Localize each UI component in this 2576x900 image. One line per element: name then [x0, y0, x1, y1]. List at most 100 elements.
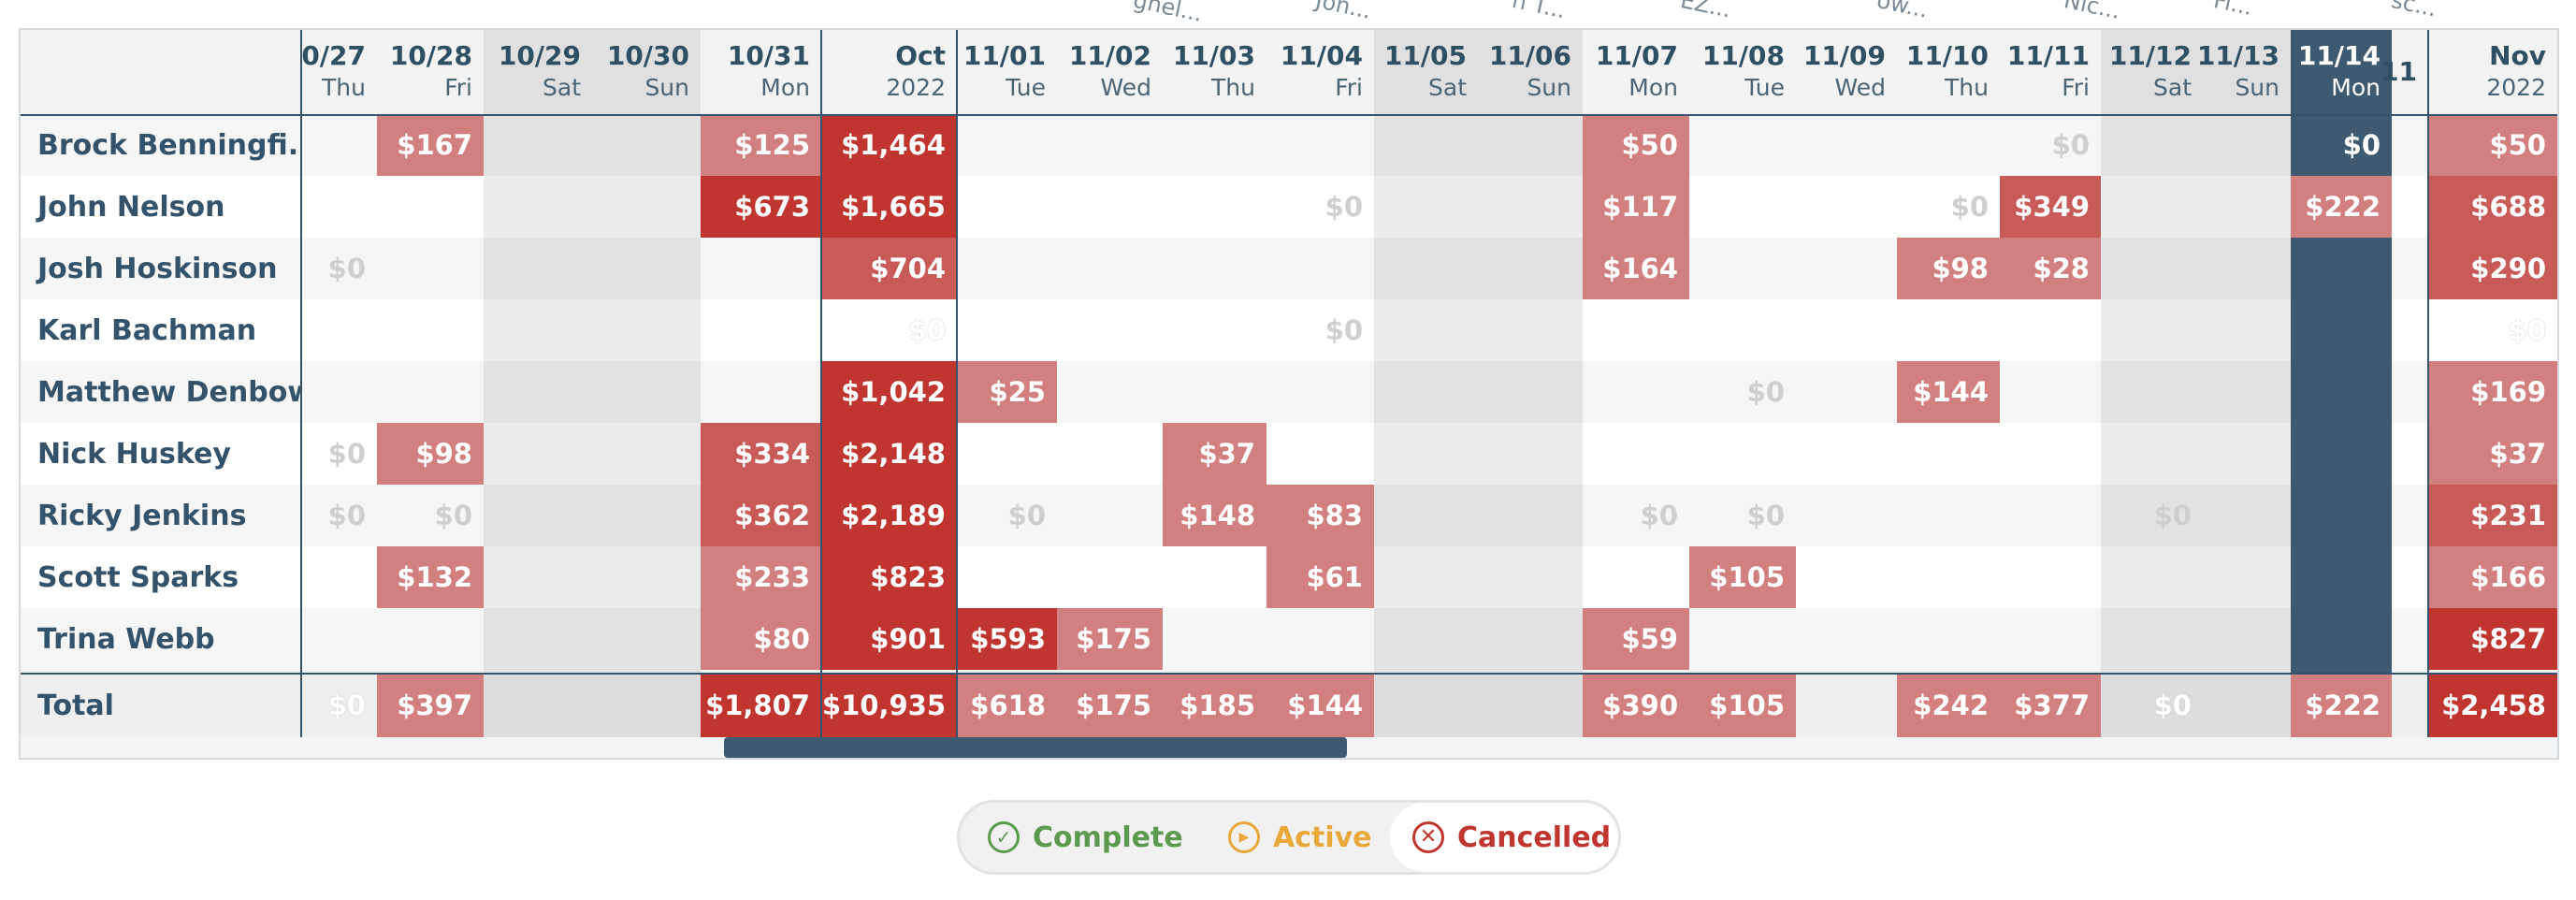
column-header-11-01[interactable]: 11/01 Tue — [957, 30, 1057, 114]
amount-cell[interactable]: $377 — [2000, 674, 2101, 737]
row-label-employee[interactable]: Josh Hoskinson — [37, 252, 278, 285]
amount-cell[interactable]: $823 — [821, 546, 957, 608]
amount-cell[interactable]: $0 — [1324, 191, 1363, 223]
amount-cell[interactable]: $98 — [377, 423, 484, 485]
amount-cell[interactable]: $362 — [701, 485, 821, 546]
column-header-11-10[interactable]: 11/10 Thu — [1897, 30, 2000, 114]
amount-cell[interactable]: $349 — [2000, 176, 2101, 238]
amount-cell[interactable]: $132 — [377, 546, 484, 608]
amount-cell[interactable]: $901 — [821, 608, 957, 670]
row-label-employee[interactable]: Brock Benningfi... — [37, 128, 301, 162]
column-header-10-29[interactable]: 10/29 Sat — [484, 30, 592, 114]
amount-cell[interactable]: $125 — [701, 114, 821, 176]
amount-cell[interactable]: $61 — [1266, 546, 1374, 608]
amount-cell[interactable]: $1,807 — [701, 674, 821, 737]
amount-cell[interactable]: $618 — [957, 674, 1057, 737]
column-header-10-30[interactable]: 10/30 Sun — [592, 30, 701, 114]
amount-cell[interactable]: $0 — [2153, 500, 2192, 531]
amount-cell[interactable]: $105 — [1689, 546, 1796, 608]
amount-cell[interactable]: $0 — [1950, 191, 1989, 223]
amount-cell[interactable]: $2,189 — [821, 485, 957, 546]
amount-cell[interactable]: $390 — [1583, 674, 1689, 737]
amount-cell[interactable]: $175 — [1057, 674, 1163, 737]
column-header-11-13[interactable]: 11/13 Sun — [2197, 30, 2291, 114]
amount-cell[interactable]: $233 — [701, 546, 821, 608]
amount-cell[interactable]: $169 — [2428, 361, 2557, 423]
amount-cell[interactable]: $0 — [327, 253, 366, 284]
amount-cell[interactable]: $397 — [377, 674, 484, 737]
column-header-Nov[interactable]: Nov 2022 — [2428, 30, 2557, 114]
amount-cell[interactable]: $231 — [2428, 485, 2557, 546]
amount-cell[interactable]: $1,042 — [821, 361, 957, 423]
amount-cell[interactable]: $0 — [1640, 500, 1678, 531]
column-header-11-11[interactable]: 11/11 Fri — [2000, 30, 2101, 114]
row-label-employee[interactable]: Scott Sparks — [37, 560, 239, 594]
amount-cell[interactable]: $673 — [701, 176, 821, 238]
row-label-employee[interactable]: Ricky Jenkins — [37, 499, 247, 532]
amount-cell[interactable]: $83 — [1266, 485, 1374, 546]
amount-cell[interactable]: $222 — [2291, 674, 2392, 737]
amount-cell[interactable]: $10,935 — [821, 674, 957, 737]
amount-cell[interactable]: $164 — [1583, 238, 1689, 299]
column-header-11[interactable]: 11 — [2381, 30, 2428, 114]
amount-cell[interactable]: $80 — [701, 608, 821, 670]
amount-cell[interactable]: $50 — [1583, 114, 1689, 176]
amount-cell[interactable]: $105 — [1689, 674, 1796, 737]
column-header-0-27[interactable]: 0/27 Thu — [301, 30, 377, 114]
amount-cell[interactable]: $222 — [2291, 176, 2392, 238]
amount-cell[interactable]: $0 — [1324, 314, 1363, 346]
amount-cell[interactable]: $0 — [2153, 690, 2192, 721]
column-header-11-02[interactable]: 11/02 Wed — [1057, 30, 1163, 114]
amount-cell[interactable]: $25 — [957, 361, 1057, 423]
amount-cell[interactable]: $0 — [1746, 376, 1785, 408]
amount-cell[interactable]: $28 — [2000, 238, 2101, 299]
amount-cell[interactable]: $175 — [1057, 608, 1163, 670]
horizontal-scrollbar-thumb[interactable] — [724, 737, 1347, 758]
row-label-employee[interactable]: Matthew Denbow — [37, 375, 301, 409]
amount-cell[interactable]: $290 — [2428, 238, 2557, 299]
amount-cell[interactable]: $167 — [377, 114, 484, 176]
amount-cell[interactable]: $2,148 — [821, 423, 957, 485]
column-header-Oct[interactable]: Oct 2022 — [821, 30, 957, 114]
column-header-10-28[interactable]: 10/28 Fri — [377, 30, 484, 114]
amount-cell[interactable]: $0 — [327, 690, 366, 721]
column-header-11-05[interactable]: 11/05 Sat — [1374, 30, 1478, 114]
amount-cell[interactable]: $0 — [327, 500, 366, 531]
amount-cell[interactable]: $50 — [2428, 114, 2557, 176]
amount-cell[interactable]: $593 — [957, 608, 1057, 670]
column-header-11-09[interactable]: 11/09 Wed — [1796, 30, 1897, 114]
amount-cell[interactable]: $0 — [2051, 129, 2090, 161]
amount-cell[interactable]: $117 — [1583, 176, 1689, 238]
row-label-employee[interactable]: Trina Webb — [37, 622, 215, 656]
amount-cell[interactable]: $0 — [1007, 500, 1046, 531]
amount-cell[interactable]: $1,464 — [821, 114, 957, 176]
amount-cell[interactable]: $0 — [2508, 314, 2546, 346]
column-header-11-12[interactable]: 11/12 Sat — [2101, 30, 2203, 114]
amount-cell[interactable]: $0 — [327, 438, 366, 470]
column-header-11-03[interactable]: 11/03 Thu — [1163, 30, 1266, 114]
column-header-11-06[interactable]: 11/06 Sun — [1478, 30, 1583, 114]
amount-cell[interactable]: $144 — [1897, 361, 2000, 423]
amount-cell[interactable]: $37 — [2428, 423, 2557, 485]
amount-cell[interactable]: $2,458 — [2428, 674, 2557, 737]
amount-cell[interactable]: $688 — [2428, 176, 2557, 238]
amount-cell[interactable]: $334 — [701, 423, 821, 485]
amount-cell[interactable]: $185 — [1163, 674, 1266, 737]
row-label-employee[interactable]: John Nelson — [37, 190, 225, 224]
amount-cell[interactable]: $144 — [1266, 674, 1374, 737]
amount-cell[interactable]: $0 — [434, 500, 472, 531]
amount-cell[interactable]: $0 — [907, 314, 946, 346]
amount-cell[interactable]: $148 — [1163, 485, 1266, 546]
amount-cell[interactable]: $98 — [1897, 238, 2000, 299]
amount-cell[interactable]: $37 — [1163, 423, 1266, 485]
row-label-employee[interactable]: Nick Huskey — [37, 437, 231, 471]
amount-cell[interactable]: $59 — [1583, 608, 1689, 670]
amount-cell[interactable]: $166 — [2428, 546, 2557, 608]
column-header-11-08[interactable]: 11/08 Tue — [1689, 30, 1796, 114]
legend-cancelled[interactable]: ✕ Cancelled — [1390, 803, 1618, 872]
row-label-employee[interactable]: Karl Bachman — [37, 313, 257, 347]
amount-cell[interactable]: $0 — [1746, 500, 1785, 531]
amount-cell[interactable]: $242 — [1897, 674, 2000, 737]
amount-cell[interactable]: $0 — [2342, 129, 2381, 161]
column-header-11-14[interactable]: 11/14 Mon — [2291, 30, 2392, 114]
